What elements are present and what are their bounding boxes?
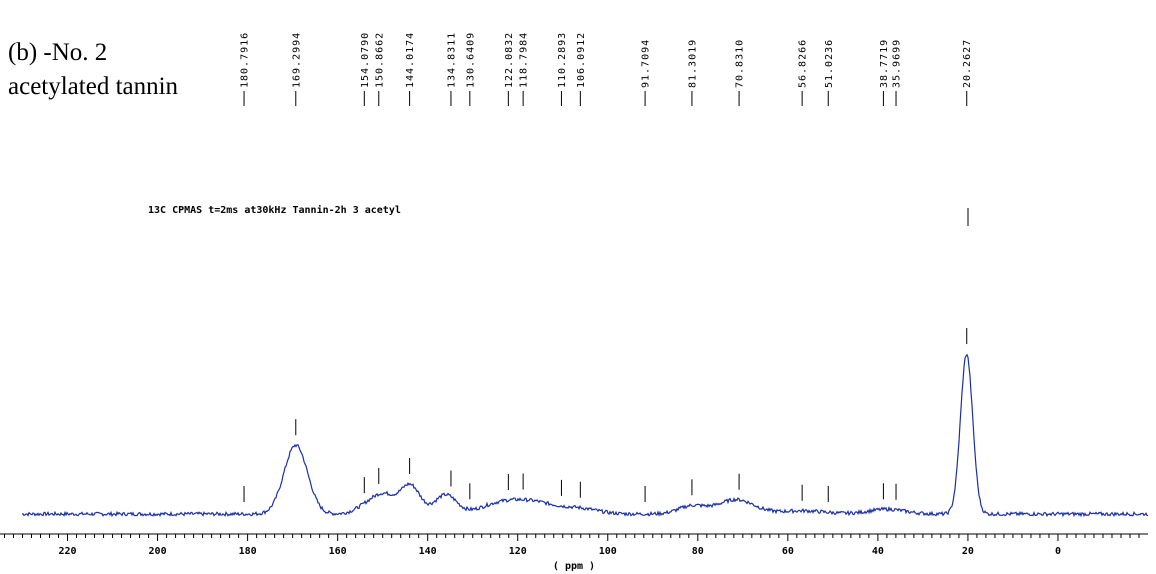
x-tick-label: 80: [692, 546, 704, 557]
peak-label: 180.7916: [240, 32, 251, 88]
peak-label: 51.0236: [824, 39, 835, 88]
peak-label: 110.2893: [557, 32, 568, 88]
x-tick-label: 120: [509, 546, 527, 557]
peak-label: 56.8266: [798, 39, 809, 88]
peak-label: 134.8311: [446, 32, 457, 88]
peak-label: 70.8310: [735, 39, 746, 88]
x-tick-label: 20: [962, 546, 974, 557]
figure-caption: (b) -No. 2 acetylated tannin: [8, 36, 178, 104]
x-axis: 220 200 180 160 140 120 100 80 60 40 20 0: [0, 533, 1148, 557]
peak-label: 130.6409: [465, 32, 476, 88]
peak-label: 20.2627: [962, 39, 973, 88]
peak-label: 35.9699: [892, 39, 903, 88]
x-tick-label: 100: [599, 546, 617, 557]
peak-label: 144.0174: [405, 32, 416, 88]
x-tick-label: 160: [329, 546, 347, 557]
x-tick-label: 180: [239, 546, 257, 557]
peak-label: 154.0790: [360, 32, 371, 88]
chart-title: 13C CPMAS t=2ms at30kHz Tannin-2h 3 acet…: [148, 204, 401, 216]
x-tick-label: 60: [782, 546, 794, 557]
x-tick-label: 220: [58, 546, 76, 557]
peak-label: 122.0832: [504, 32, 515, 88]
peak-label: 81.3019: [687, 39, 698, 88]
x-tick-label: 40: [872, 546, 884, 557]
peak-label: 150.8662: [374, 32, 385, 88]
peak-label: 38.7719: [879, 39, 890, 88]
peak-label: 169.2994: [291, 32, 302, 88]
spectrum-line: [21, 353, 1149, 518]
figure-caption-line2: acetylated tannin: [8, 73, 179, 100]
x-axis-label: ( ppm ): [553, 561, 595, 572]
figure-caption-line1: (b) -No. 2: [8, 39, 108, 66]
peak-label: 118.7984: [519, 32, 530, 88]
peak-label-layer: 180.7916 169.2994 154.0790 150.8662 144.0174…: [240, 32, 973, 106]
x-tick-label: 0: [1055, 546, 1061, 557]
x-tick-label: 140: [419, 546, 437, 557]
peak-marker-layer: [243, 328, 968, 502]
peak-label: 91.7094: [641, 39, 652, 88]
x-tick-label: 200: [149, 546, 167, 557]
peak-label: 106.0912: [576, 32, 587, 88]
